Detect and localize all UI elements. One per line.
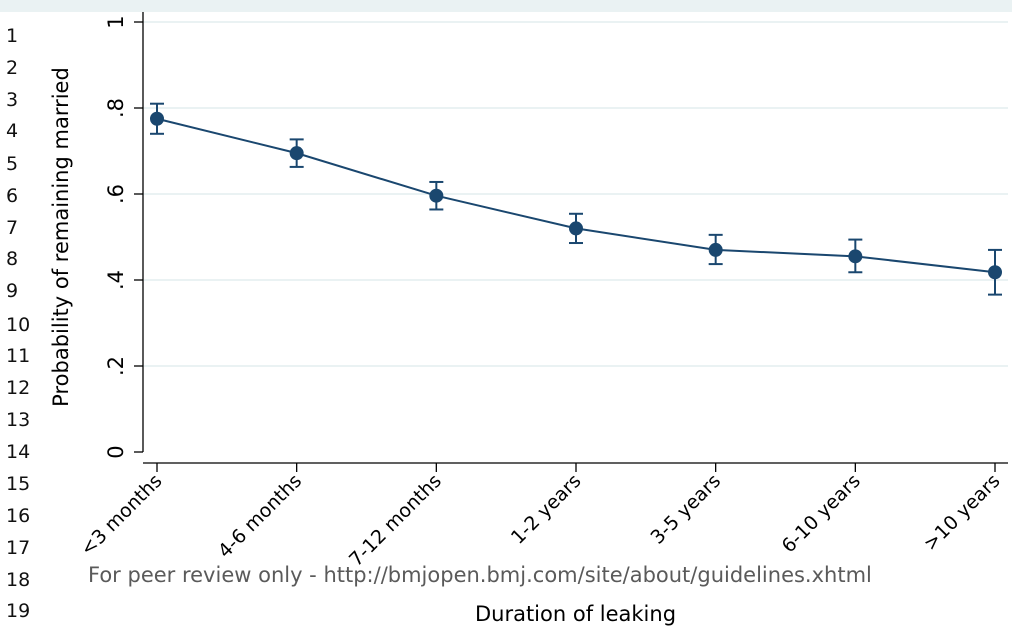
x-tick-label: 1-2 years	[507, 470, 586, 549]
x-axis-title: Duration of leaking	[475, 602, 676, 626]
line-number: 7	[6, 217, 19, 239]
data-point	[708, 242, 723, 257]
data-point	[988, 265, 1002, 280]
line-number: 16	[6, 505, 31, 527]
line-number: 12	[6, 377, 31, 399]
data-point	[429, 188, 444, 203]
y-tick-label: .6	[104, 184, 128, 204]
x-tick-label: 6-10 years	[778, 470, 865, 557]
y-tick-label: .2	[104, 356, 128, 376]
line-number: 19	[6, 600, 31, 622]
x-tick-label: 4-6 months	[214, 470, 306, 562]
y-axis-title: Probability of remaining married	[49, 67, 73, 407]
line-number: 1	[6, 25, 19, 47]
watermark: For peer review only - http://bmjopen.bm…	[88, 563, 872, 587]
data-point	[150, 111, 164, 126]
y-tick-label: .4	[104, 270, 128, 290]
y-tick-label: 0	[104, 445, 128, 458]
data-point	[848, 249, 863, 264]
line-number: 14	[6, 441, 31, 463]
data-point	[289, 146, 304, 161]
line-number: 4	[6, 120, 19, 142]
y-tick-label: 1	[104, 15, 128, 28]
line-number: 18	[6, 569, 31, 591]
x-tick-label: 7-12 months	[345, 470, 446, 571]
x-tick-label: >10 years	[919, 470, 1004, 555]
line-number: 2	[6, 57, 19, 79]
line-number: 9	[6, 280, 19, 302]
line-number: 5	[6, 153, 19, 175]
x-tick-label: 3-5 years	[646, 470, 725, 549]
line-number: 15	[6, 473, 31, 495]
line-number: 11	[6, 345, 31, 367]
line-number: 13	[6, 409, 31, 431]
data-point	[569, 221, 583, 236]
y-tick-label: .8	[104, 98, 128, 118]
line-number: 3	[6, 89, 19, 111]
header-band	[0, 0, 1012, 12]
line-number: 10	[6, 314, 31, 336]
line-number: 17	[6, 537, 31, 559]
line-number: 6	[6, 185, 19, 207]
line-number-column: 1 2 3 4 5 6 7 8 9 10 11 12 13 14 15 16 17 18 19	[0, 0, 40, 632]
x-tick-label: <3 months	[76, 470, 166, 560]
line-number: 8	[6, 248, 19, 270]
